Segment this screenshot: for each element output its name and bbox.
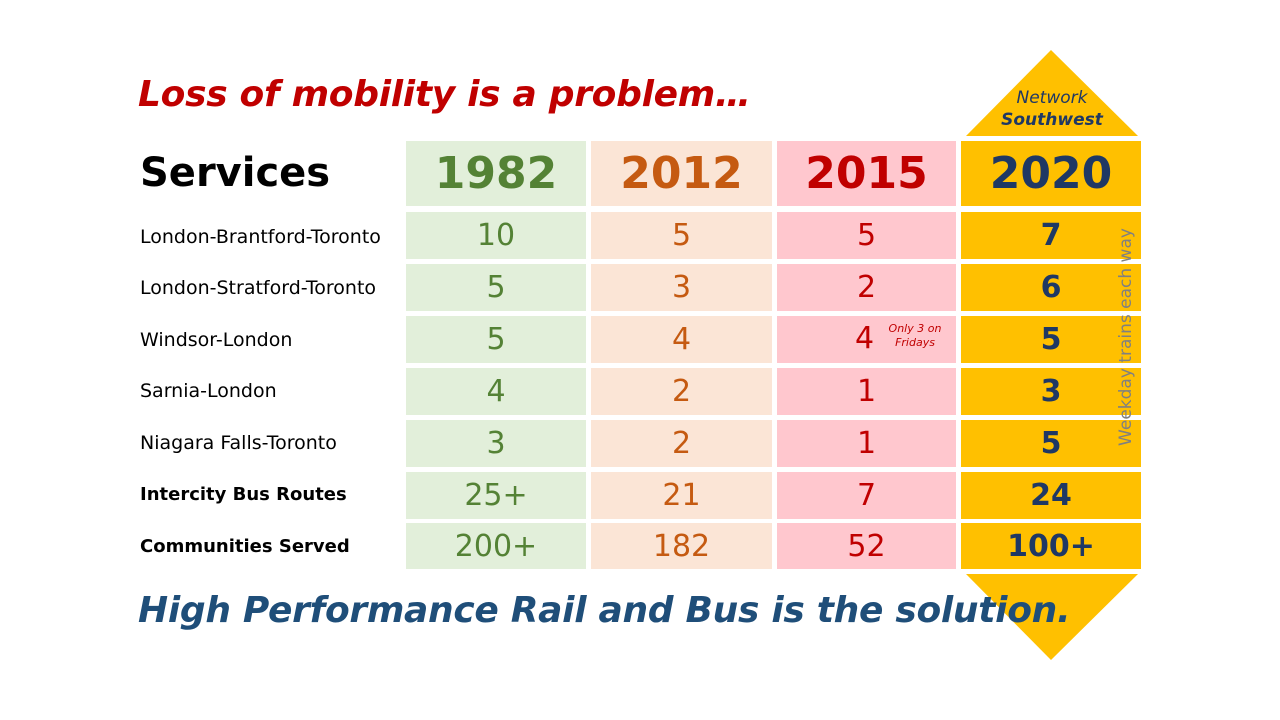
cell-2020: 5 xyxy=(961,420,1141,467)
cell-2020: 7 xyxy=(961,212,1141,259)
brand-network: Network xyxy=(1016,88,1088,108)
year-header-2020: 2020 xyxy=(961,141,1141,206)
note-line-1: Only 3 on xyxy=(888,322,942,335)
cell-2012: 2 xyxy=(591,420,772,467)
year-header-2012: 2012 xyxy=(591,141,772,206)
cell-2015: 1 xyxy=(777,368,956,415)
cell-2015: 2 xyxy=(777,264,956,311)
cell-1982: 10 xyxy=(406,212,586,259)
row-label: London-Brantford-Toronto xyxy=(140,226,381,248)
cell-2015: 4 xyxy=(855,321,875,356)
cell-2012: 2 xyxy=(591,368,772,415)
services-heading: Services xyxy=(140,150,331,196)
cell-2020: 6 xyxy=(961,264,1141,311)
row-label: Sarnia-London xyxy=(140,380,277,402)
cell-1982: 200+ xyxy=(406,523,586,569)
row-label: Communities Served xyxy=(140,536,350,557)
cell-2020: 3 xyxy=(961,368,1141,415)
cell-1982: 3 xyxy=(406,420,586,467)
cell-1982: 5 xyxy=(406,316,586,363)
weekday-trains-label: Weekday trains each way xyxy=(1116,228,1136,446)
cell-2020: 100+ xyxy=(961,523,1141,569)
friday-note: Only 3 on Fridays xyxy=(885,322,945,350)
note-line-2: Fridays xyxy=(895,336,935,349)
headline: Loss of mobility is a problem… xyxy=(138,74,751,115)
row-label: Windsor-London xyxy=(140,329,293,351)
row-label: London-Stratford-Toronto xyxy=(140,277,377,299)
cell-2012: 21 xyxy=(591,472,772,519)
brand-southwest: Southwest xyxy=(1001,110,1103,130)
row-label: Intercity Bus Routes xyxy=(140,484,347,505)
cell-2015: 1 xyxy=(777,420,956,467)
cell-2012: 3 xyxy=(591,264,772,311)
cell-2015: 7 xyxy=(777,472,956,519)
cell-2015: 52 xyxy=(777,523,956,569)
footline: High Performance Rail and Bus is the sol… xyxy=(138,590,1071,631)
cell-2012: 182 xyxy=(591,523,772,569)
cell-1982: 4 xyxy=(406,368,586,415)
cell-2020: 5 xyxy=(961,316,1141,363)
year-header-1982: 1982 xyxy=(406,141,586,206)
cell-2015-with-note: 4 Only 3 on Fridays xyxy=(777,316,956,363)
year-header-2015: 2015 xyxy=(777,141,956,206)
cell-2020: 24 xyxy=(961,472,1141,519)
cell-2015: 5 xyxy=(777,212,956,259)
cell-2012: 5 xyxy=(591,212,772,259)
cell-2012: 4 xyxy=(591,316,772,363)
cell-1982: 5 xyxy=(406,264,586,311)
cell-1982: 25+ xyxy=(406,472,586,519)
row-label: Niagara Falls-Toronto xyxy=(140,432,337,454)
